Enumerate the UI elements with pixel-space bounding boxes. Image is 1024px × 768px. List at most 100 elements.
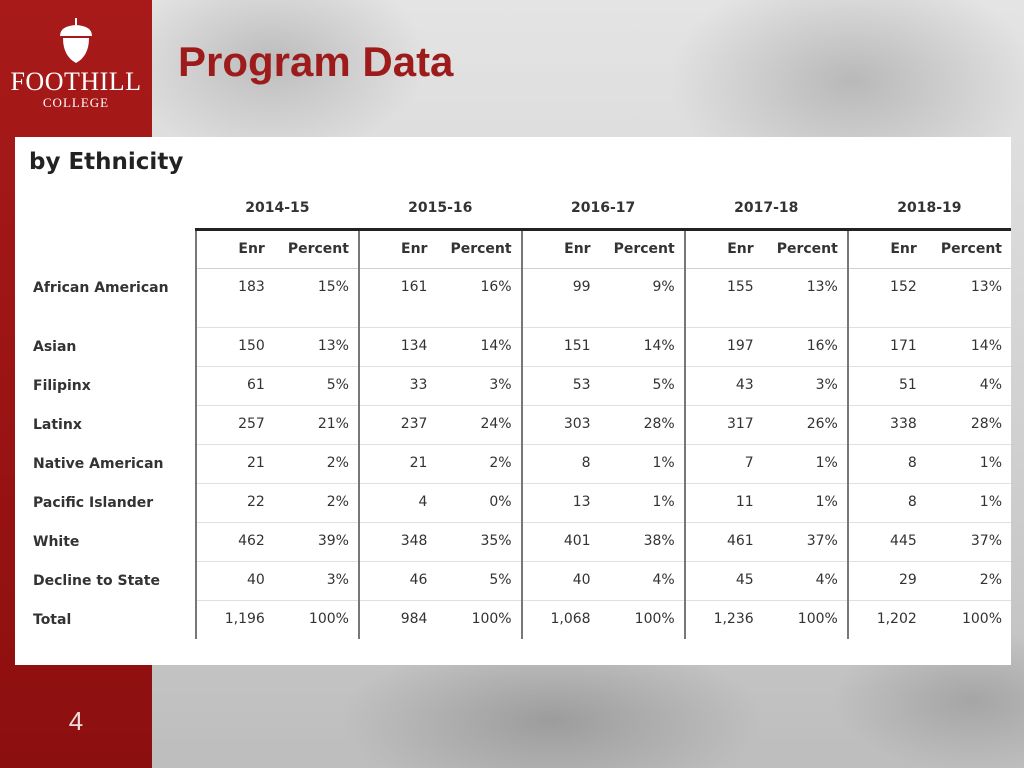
row-label: White	[33, 534, 80, 550]
enr-cell: 155	[683, 268, 754, 328]
enr-cell: 984	[357, 600, 428, 639]
enr-cell: 43	[683, 366, 754, 406]
enr-header: Enr	[357, 229, 428, 269]
logo-name: FOOTHILL	[10, 67, 142, 96]
page-number: 4	[68, 706, 84, 736]
table-row: Asian 150 13% 134 14% 151 14% 197 16% 171 14%	[31, 327, 1011, 367]
row-label: Latinx	[33, 417, 82, 433]
percent-cell: 9%	[590, 268, 685, 328]
enr-cell: 1,202	[846, 600, 917, 639]
enr-cell: 22	[194, 483, 265, 523]
year-header: 2017-18	[684, 189, 848, 231]
percent-cell: 3%	[264, 561, 359, 601]
enr-cell: 317	[683, 405, 754, 445]
enr-cell: 4	[357, 483, 428, 523]
percent-cell: 2%	[427, 444, 522, 484]
enr-cell: 53	[520, 366, 591, 406]
enr-cell: 33	[357, 366, 428, 406]
percent-cell: 1%	[916, 483, 1011, 523]
ethnicity-table: 2014-15 2015-16 2016-17 2017-18 2018-19 …	[31, 189, 1011, 639]
enr-cell: 1,068	[520, 600, 591, 639]
table-row: White 462 39% 348 35% 401 38% 461 37% 445 37%	[31, 522, 1011, 562]
percent-cell: 14%	[427, 327, 522, 367]
enr-cell: 11	[683, 483, 754, 523]
enr-cell: 134	[357, 327, 428, 367]
percent-cell: 38%	[590, 522, 685, 562]
percent-cell: 13%	[753, 268, 848, 328]
table-row: Pacific Islander 22 2% 4 0% 13 1% 11 1% 8 1%	[31, 483, 1011, 523]
enr-cell: 461	[683, 522, 754, 562]
percent-cell: 37%	[753, 522, 848, 562]
enr-cell: 29	[846, 561, 917, 601]
enr-cell: 197	[683, 327, 754, 367]
year-header: 2016-17	[521, 189, 685, 231]
percent-cell: 2%	[264, 483, 359, 523]
subheader-row: Enr Percent Enr Percent Enr Percent Enr …	[31, 229, 1011, 269]
percent-cell: 14%	[916, 327, 1011, 367]
corner-cell	[31, 189, 196, 229]
percent-header: Percent	[753, 229, 848, 269]
enr-cell: 13	[520, 483, 591, 523]
enr-cell: 171	[846, 327, 917, 367]
enr-cell: 45	[683, 561, 754, 601]
percent-cell: 4%	[916, 366, 1011, 406]
enr-cell: 348	[357, 522, 428, 562]
enr-header: Enr	[194, 229, 265, 269]
percent-cell: 100%	[961, 610, 1002, 627]
enr-cell: 152	[846, 268, 917, 328]
percent-cell: 1%	[590, 483, 685, 523]
row-label: African American	[33, 280, 169, 296]
year-header-row: 2014-15 2015-16 2016-17 2017-18 2018-19	[31, 189, 1011, 231]
percent-header: Percent	[590, 229, 685, 269]
enr-cell: 161	[357, 268, 428, 328]
percent-cell: 28%	[916, 405, 1011, 445]
percent-cell: 0%	[427, 483, 522, 523]
percent-cell: 39%	[264, 522, 359, 562]
percent-cell: 100%	[797, 610, 838, 627]
page-title: Program Data	[178, 38, 454, 85]
percent-cell: 5%	[264, 366, 359, 406]
enr-cell: 237	[357, 405, 428, 445]
table-row: Decline to State 40 3% 46 5% 40 4% 45 4% 29 2%	[31, 561, 1011, 601]
enr-header: Enr	[520, 229, 591, 269]
percent-cell: 35%	[427, 522, 522, 562]
percent-cell: 16%	[427, 268, 522, 328]
data-panel: by Ethnicity 2014-15 2015-16 2016-17 201…	[15, 137, 1011, 665]
percent-cell: 13%	[916, 268, 1011, 328]
enr-cell: 61	[194, 366, 265, 406]
percent-cell: 16%	[753, 327, 848, 367]
percent-cell: 2%	[264, 444, 359, 484]
percent-cell: 24%	[427, 405, 522, 445]
percent-cell: 37%	[916, 522, 1011, 562]
enr-cell: 51	[846, 366, 917, 406]
year-header: 2015-16	[358, 189, 522, 231]
table-row: Total 1,196 100% 984 100% 1,068 100% 1,236 100% 1…	[31, 600, 1011, 639]
table-subtitle: by Ethnicity	[29, 149, 184, 175]
row-label: Asian	[33, 339, 77, 355]
percent-cell: 4%	[753, 561, 848, 601]
enr-cell: 257	[194, 405, 265, 445]
enr-cell: 40	[520, 561, 591, 601]
percent-cell: 13%	[264, 327, 359, 367]
table-row: Native American 21 2% 21 2% 8 1% 7 1% 8 1%	[31, 444, 1011, 484]
row-label: Total	[33, 612, 72, 628]
enr-cell: 150	[194, 327, 265, 367]
corner-cell	[31, 229, 196, 268]
percent-cell: 2%	[916, 561, 1011, 601]
enr-cell: 338	[846, 405, 917, 445]
year-header: 2014-15	[195, 189, 359, 231]
enr-cell: 21	[194, 444, 265, 484]
percent-cell: 26%	[753, 405, 848, 445]
enr-header: Enr	[683, 229, 754, 269]
enr-cell: 21	[357, 444, 428, 484]
enr-cell: 7	[683, 444, 754, 484]
row-label: Filipinx	[33, 378, 91, 394]
percent-cell: 100%	[308, 610, 349, 627]
enr-cell: 8	[846, 483, 917, 523]
percent-header: Percent	[427, 229, 522, 269]
percent-cell: 28%	[590, 405, 685, 445]
percent-cell: 5%	[427, 561, 522, 601]
percent-cell: 14%	[590, 327, 685, 367]
row-label: Native American	[33, 456, 164, 472]
percent-cell: 1%	[753, 483, 848, 523]
